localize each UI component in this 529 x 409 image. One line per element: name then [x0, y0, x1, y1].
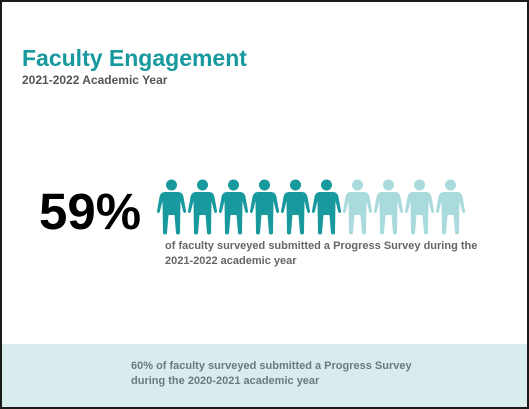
previous-year-description: 60% of faculty surveyed submitted a Prog…: [131, 360, 412, 387]
person-icon: [342, 179, 373, 235]
page-subtitle: 2021-2022 Academic Year: [22, 73, 168, 87]
page-title: Faculty Engagement: [22, 45, 247, 71]
person-icon: [218, 179, 249, 235]
person-icon-row: [156, 179, 466, 235]
person-icon: [156, 179, 187, 235]
person-icon: [280, 179, 311, 235]
person-icon: [311, 179, 342, 235]
percent-value: 59%: [39, 183, 142, 240]
person-icon: [249, 179, 280, 235]
person-icon: [404, 179, 435, 235]
person-icon: [187, 179, 218, 235]
person-icon: [435, 179, 466, 235]
previous-year-panel: 60% of faculty surveyed submitted a Prog…: [2, 344, 527, 407]
person-icon: [373, 179, 404, 235]
current-year-description: of faculty surveyed submitted a Progress…: [165, 240, 478, 267]
